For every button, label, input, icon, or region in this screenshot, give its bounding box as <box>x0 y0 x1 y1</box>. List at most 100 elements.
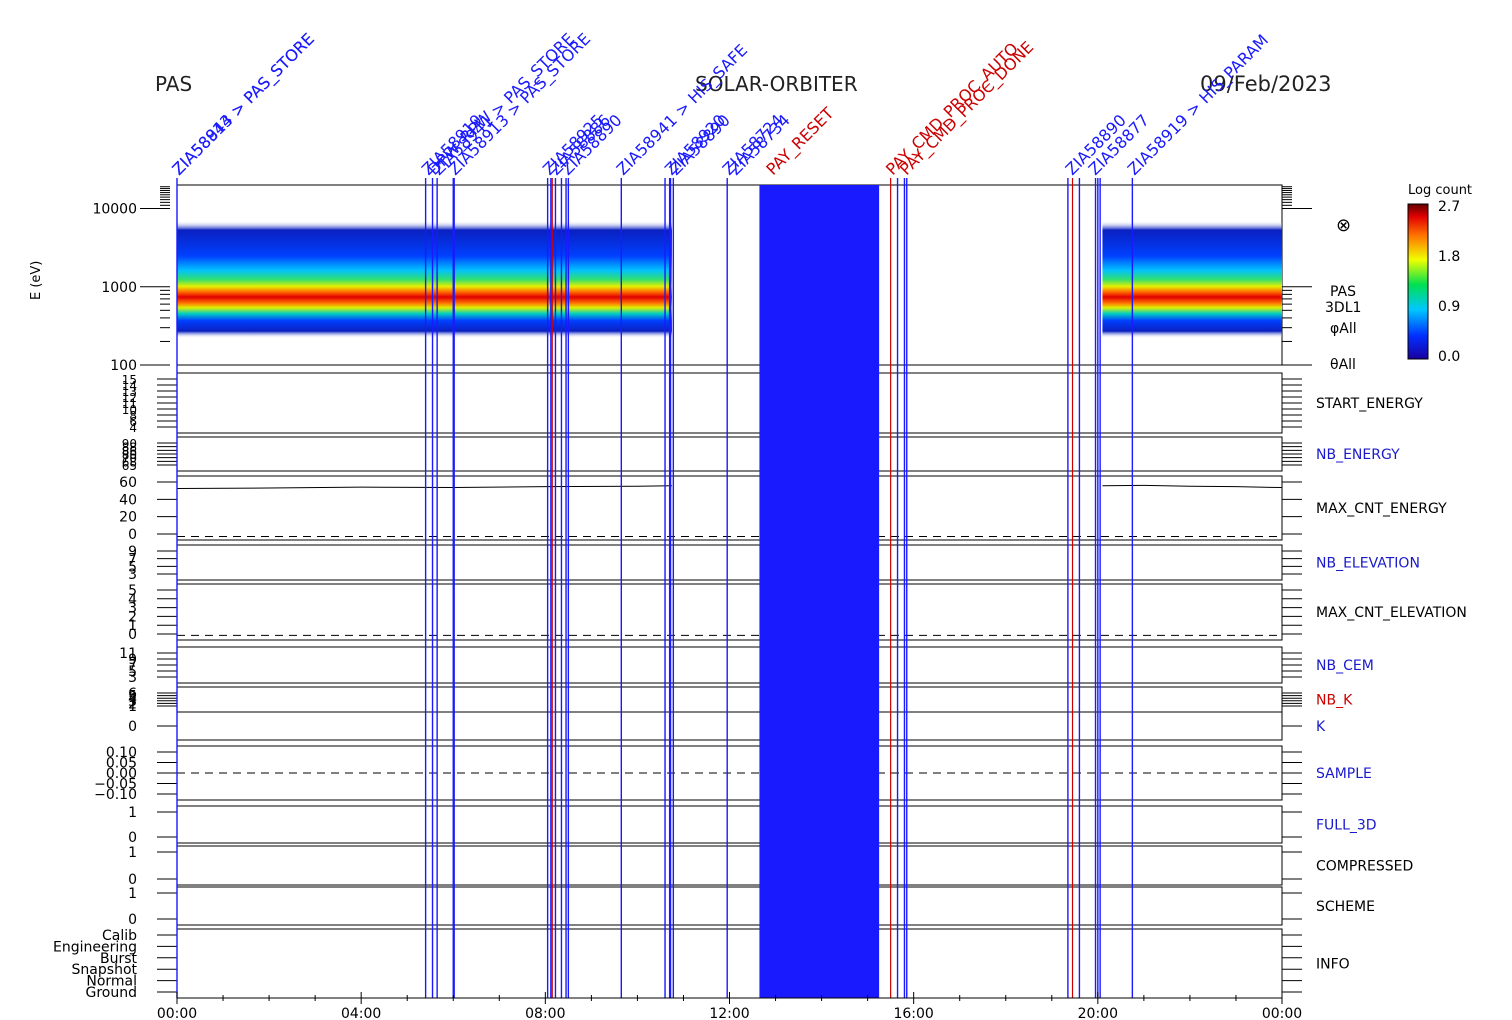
panel-y-tick-label: −0.05 <box>94 777 137 793</box>
mission-title: SOLAR-ORBITER <box>695 72 858 96</box>
panel-label: MAX_CNT_ELEVATION <box>1316 605 1467 621</box>
panel-frame <box>176 686 1283 713</box>
command-annotation: PAY_CMD_PROC_DONE <box>896 37 1038 179</box>
panel-y-tick-label: 0.10 <box>106 745 137 761</box>
panel-y-tick-label: 7 <box>128 658 137 674</box>
panel-label: NB_CEM <box>1316 658 1374 674</box>
panel-scheme: 1 0 SCHEME <box>128 886 1375 928</box>
colorbar-tick-3: 0.9 <box>1438 299 1460 315</box>
panel-frame <box>176 711 1283 741</box>
panel-y-tick-label: 2 <box>128 696 137 712</box>
panel-y-tick-label: 5 <box>128 583 137 599</box>
spectrogram-side-label-1: PAS <box>1330 284 1356 300</box>
panel-sample: 0.100.050.00−0.05−0.10 SAMPLE <box>94 745 1372 803</box>
housekeeping-panels: 151413121110864START_ENERGY9088868070686… <box>53 372 1467 1001</box>
spectrogram-interval <box>1102 220 1282 339</box>
panel-y-tick-label: 60 <box>119 475 137 491</box>
panel-y-tick-label: 68 <box>122 455 137 469</box>
panel-label: SCHEME <box>1316 899 1375 915</box>
panel-y-tick-label: 1 <box>128 886 137 902</box>
spectrogram-y-tick-label: 100 <box>110 358 137 374</box>
panel-frame <box>176 372 1283 434</box>
panel-y-tick-label: 15 <box>122 373 137 387</box>
panel-full-3d: 1 0 FULL_3D <box>128 805 1377 846</box>
colorbar-tick-2: 1.8 <box>1438 249 1460 265</box>
panel-y-tick-label: 1 <box>128 618 137 634</box>
panel-y-tick-label: 9 <box>128 544 137 560</box>
time-axis-label: 00:00 <box>157 1006 197 1020</box>
panel-y-tick-label: 1 <box>128 845 137 861</box>
spectrogram-symbol: ⊗ <box>1336 215 1351 236</box>
panel-y-tick-label: 3 <box>128 601 137 617</box>
panel-label: NB_ELEVATION <box>1316 556 1420 572</box>
panel-y-tick-label: 0 <box>128 719 137 735</box>
command-annotation: ZIA58919 > HIS_PARAM <box>1124 30 1273 179</box>
panel-y-tick-label: 6 <box>129 415 137 429</box>
panel-y-tick-label: 0 <box>128 627 137 643</box>
spectrogram-interval <box>177 220 672 339</box>
time-axis-label: 16:00 <box>893 1006 933 1020</box>
panel-y-tick-label: 1 <box>128 699 137 715</box>
panel-y-tick-label: 20 <box>119 510 137 526</box>
instrument-title: PAS <box>155 72 192 96</box>
panel-y-tick-label: Engineering <box>53 939 137 955</box>
panel-y-tick-label: 5 <box>128 559 137 575</box>
panel-frame <box>176 646 1283 684</box>
spectrogram-y-axis: 10000 1000 100 <box>92 186 1312 374</box>
panel-y-tick-label: 8 <box>129 409 137 423</box>
panel-label: SAMPLE <box>1316 766 1372 782</box>
time-axis: 00:00 04:00 08:00 12:00 16:00 20:00 00:00 <box>157 992 1302 1020</box>
time-axis-label: 12:00 <box>709 1006 749 1020</box>
panel-y-tick-label: Ground <box>86 985 138 1001</box>
panel-y-tick-label: 0.05 <box>106 756 137 772</box>
panel-y-tick-label: 0.00 <box>106 766 137 782</box>
panel-label: START_ENERGY <box>1316 396 1423 412</box>
panel-label: FULL_3D <box>1316 818 1377 834</box>
spectrogram-y-tick-label: 10000 <box>92 202 137 218</box>
panel-y-tick-label: Burst <box>100 951 138 967</box>
panel-y-tick-label: 14 <box>122 379 137 393</box>
command-overlays <box>176 178 1134 998</box>
panel-y-tick-label: 1 <box>128 805 137 821</box>
panel-label: NB_K <box>1316 693 1353 709</box>
panel-y-tick-label: 0 <box>128 872 137 888</box>
panel-info: CalibEngineeringBurstSnapshotNormalGroun… <box>53 928 1350 1001</box>
panel-frame <box>176 805 1283 844</box>
spectrogram-side-label-4: θAll <box>1330 357 1356 373</box>
panel-y-tick-label: −0.10 <box>94 787 137 803</box>
date-title: 09/Feb/2023 <box>1200 72 1332 96</box>
panel-y-tick-label: 0 <box>128 830 137 846</box>
panel-y-tick-label: Snapshot <box>72 962 138 978</box>
panel-y-tick-label: 0 <box>128 527 137 543</box>
panel-y-tick-label: 40 <box>119 492 137 508</box>
panel-y-tick-label: 4 <box>129 421 137 435</box>
panel-y-tick-label: 3 <box>128 670 137 686</box>
panel-label: K <box>1316 719 1326 735</box>
panel-y-tick-label: 3 <box>128 567 137 583</box>
panel-label: COMPRESSED <box>1316 859 1413 875</box>
panel-y-tick-label: 90 <box>122 437 137 451</box>
panel-y-tick-label: 7 <box>128 552 137 568</box>
panel-series <box>1102 484 1283 489</box>
spectrogram-data <box>177 220 1282 339</box>
panel-y-tick-label: 5 <box>128 689 137 705</box>
panel-label: MAX_CNT_ENERGY <box>1316 501 1447 517</box>
colorbar-tick-1: 2.7 <box>1438 199 1460 215</box>
command-annotation: ZIA58913 > PAS_STORE <box>168 29 318 179</box>
panel-y-tick-label: 3 <box>128 694 137 710</box>
panel-y-tick-label: 6 <box>128 686 137 702</box>
panel-y-tick-label: 12 <box>122 391 137 405</box>
colorbar: Log count 2.7 1.8 0.9 0.0 <box>1407 183 1472 365</box>
spectrogram-side-label-2: 3DL1 <box>1325 300 1361 316</box>
panel-y-tick-label: 11 <box>122 397 137 411</box>
panel-y-tick-label: 86 <box>122 444 137 458</box>
panel-frame <box>176 544 1283 581</box>
panel-y-tick-label: 70 <box>122 452 137 466</box>
panel-label: NB_ENERGY <box>1316 447 1400 463</box>
